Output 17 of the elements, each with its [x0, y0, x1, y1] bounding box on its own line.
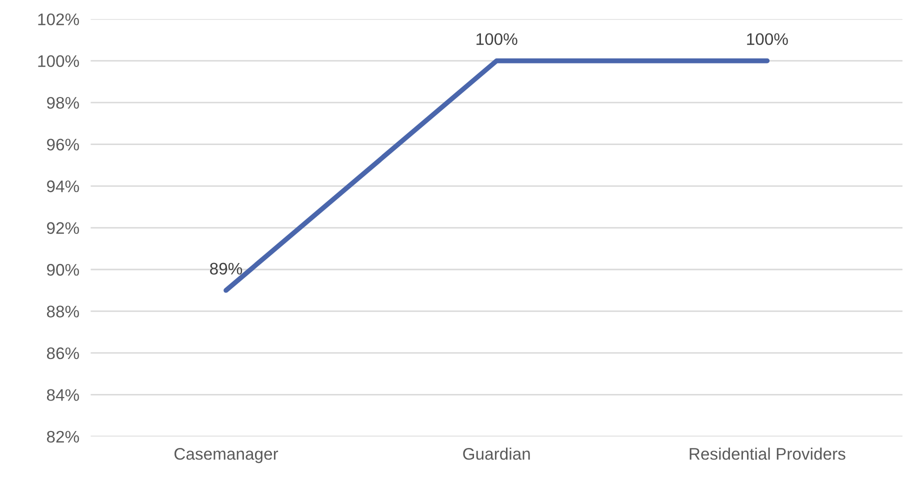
y-tick-label: 88%: [46, 306, 79, 318]
y-tick-label: 92%: [47, 222, 79, 234]
y-tick-label: 100%: [38, 55, 79, 68]
y-tick-label: 84%: [46, 389, 79, 401]
y-tick-label: 90%: [47, 264, 79, 276]
data-label: 100%: [476, 33, 518, 46]
y-tick-label: 102%: [38, 13, 79, 26]
y-tick-label: 98%: [47, 96, 79, 109]
data-label: 100%: [747, 33, 788, 46]
data-label: 89%: [210, 262, 242, 275]
y-tick-label: 96%: [47, 138, 79, 150]
x-tick-label: Residential Providers: [690, 448, 846, 460]
x-tick-label: Casemanager: [174, 448, 278, 464]
y-tick-label: 94%: [47, 180, 79, 192]
x-tick-label: Guardian: [463, 448, 530, 460]
y-tick-label: 86%: [46, 347, 79, 360]
y-tick-label: 82%: [46, 430, 79, 443]
